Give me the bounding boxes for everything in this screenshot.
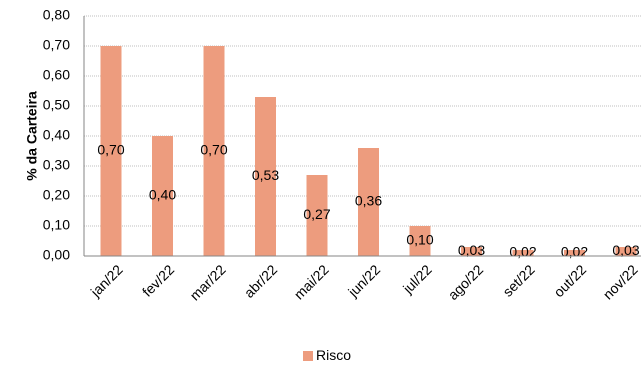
- bar: [152, 136, 173, 256]
- y-tick-label: 0,70: [43, 37, 70, 53]
- y-tick-label: 0,60: [43, 67, 70, 83]
- data-label: 0,02: [509, 244, 536, 260]
- bar: [461, 247, 482, 256]
- y-tick-label: 0,20: [43, 187, 70, 203]
- bar: [409, 226, 431, 256]
- y-tick-label: 0,40: [43, 127, 70, 143]
- x-axis-ticks: jan/22 fev/22 mar/22 abr/22 mai/22 jun/22 jul/…: [87, 261, 641, 303]
- data-label: 0,03: [458, 242, 485, 258]
- data-label: 0,27: [303, 206, 330, 222]
- data-label: 0,40: [149, 187, 176, 203]
- data-labels: 0,70 0,40 0,70 0,53 0,27 0,36 0,10 0,03 0,02 0,02…: [97, 142, 639, 260]
- x-tick-label: jun/22: [344, 261, 383, 300]
- data-label: 0,53: [252, 167, 279, 183]
- legend-swatch: [303, 351, 313, 361]
- y-tick-label: 0,00: [43, 247, 70, 263]
- y-tick-label: 0,50: [43, 97, 70, 113]
- x-tick-label: mai/22: [291, 261, 332, 302]
- x-tick-label: jan/22: [87, 261, 126, 300]
- x-tick-label: abr/22: [241, 261, 281, 301]
- y-axis-ticks: 0,00 0,10 0,20 0,30 0,40 0,50 0,60 0,70 0,80: [43, 7, 70, 263]
- data-label: 0,10: [406, 232, 433, 248]
- x-tick-label: nov/22: [600, 261, 641, 302]
- data-label: 0,36: [355, 193, 382, 209]
- bar: [615, 247, 637, 256]
- data-label: 0,03: [612, 242, 639, 258]
- data-label: 0,02: [561, 244, 588, 260]
- y-tick-label: 0,10: [43, 217, 70, 233]
- bar: [358, 148, 379, 256]
- bar: [255, 97, 276, 256]
- x-tick-label: jul/22: [399, 261, 435, 297]
- x-tick-label: mar/22: [187, 261, 229, 303]
- data-label: 0,70: [200, 142, 227, 158]
- bar: [100, 46, 122, 256]
- legend-label: Risco: [316, 347, 351, 363]
- x-tick-label: out/22: [550, 261, 589, 300]
- legend: Risco: [303, 347, 351, 363]
- bar: [203, 46, 225, 256]
- bars: [100, 46, 637, 256]
- bar: [306, 175, 328, 256]
- x-tick-label: ago/22: [445, 261, 487, 303]
- bar: [512, 250, 534, 256]
- bar: [564, 250, 585, 256]
- x-tick-label: fev/22: [139, 261, 177, 299]
- y-tick-label: 0,30: [43, 157, 70, 173]
- y-axis-title: % da Carteira: [24, 91, 40, 181]
- y-tick-label: 0,80: [43, 7, 70, 23]
- data-label: 0,70: [97, 142, 124, 158]
- x-tick-label: set/22: [499, 261, 537, 299]
